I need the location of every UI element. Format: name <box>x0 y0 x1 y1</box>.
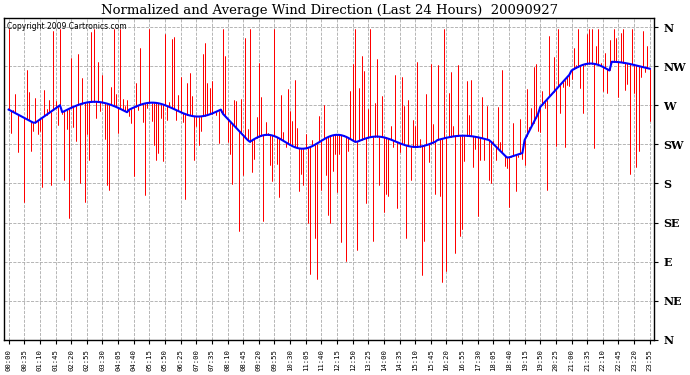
Title: Normalized and Average Wind Direction (Last 24 Hours)  20090927: Normalized and Average Wind Direction (L… <box>101 4 558 17</box>
Text: Copyright 2009 Cartronics.com: Copyright 2009 Cartronics.com <box>8 21 127 30</box>
